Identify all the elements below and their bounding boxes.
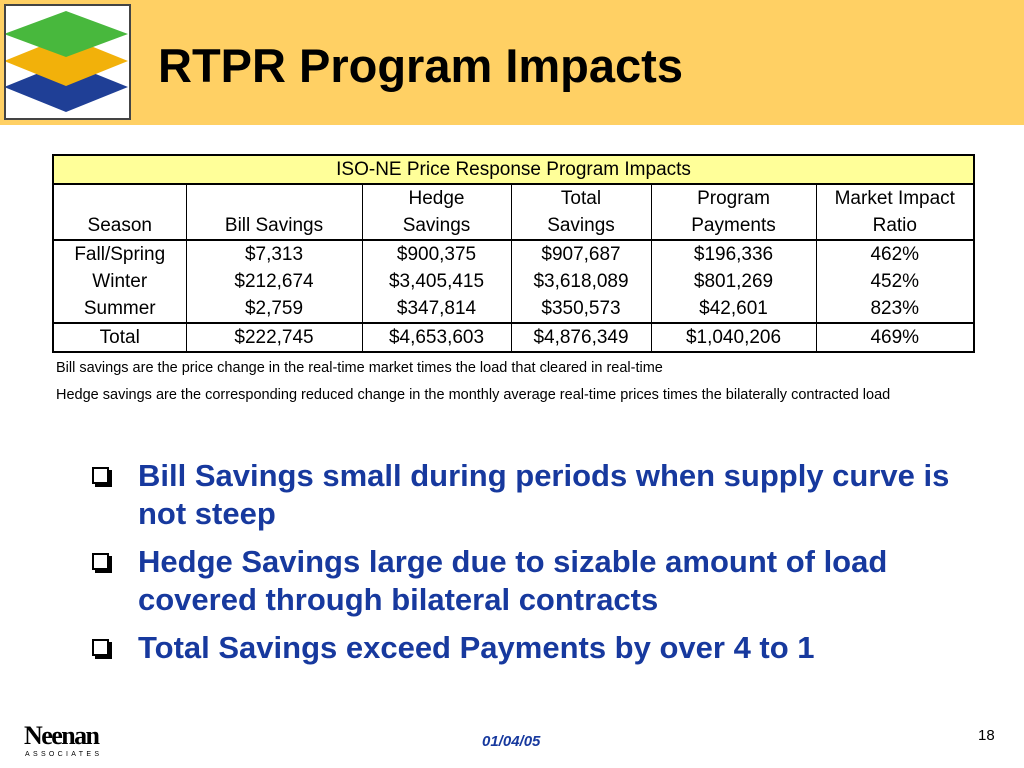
table-total-row: Total $222,745 $4,653,603 $4,876,349 $1,… bbox=[52, 322, 976, 353]
gold-layer bbox=[4, 36, 128, 86]
column-header: Bill Savings bbox=[185, 184, 363, 241]
impacts-table: ISO-NE Price Response Program Impacts Se… bbox=[51, 154, 976, 353]
table-cell: $196,336 bbox=[650, 240, 817, 268]
table-cell: $222,745 bbox=[185, 322, 363, 353]
table-cell: $3,618,089 bbox=[510, 268, 652, 295]
table-cell: 469% bbox=[815, 322, 976, 353]
header-line: Savings bbox=[402, 215, 471, 236]
green-layer bbox=[4, 11, 128, 57]
column-header: Season bbox=[52, 184, 187, 241]
logo-wordmark: Neenan bbox=[24, 721, 101, 750]
logo-subtext: ASSOCIATES bbox=[25, 751, 99, 758]
layered-diamonds-icon bbox=[4, 4, 131, 120]
table-cell: 823% bbox=[815, 295, 976, 323]
table-row: Winter $212,674 $3,405,415 $3,618,089 $8… bbox=[52, 268, 976, 295]
blue-layer bbox=[4, 62, 128, 112]
table-cell: 462% bbox=[815, 240, 976, 268]
table-cell: $350,573 bbox=[510, 295, 652, 323]
table-cell: Winter bbox=[52, 268, 187, 295]
header-line: Total bbox=[560, 188, 602, 209]
header-line: Ratio bbox=[872, 215, 917, 236]
table-cell: $907,687 bbox=[510, 240, 652, 268]
table-row: Fall/Spring $7,313 $900,375 $907,687 $19… bbox=[52, 240, 976, 268]
slide-title: RTPR Program Impacts bbox=[158, 39, 683, 92]
header-band bbox=[0, 0, 1024, 125]
table-caption-row: ISO-NE Price Response Program Impacts bbox=[51, 154, 976, 185]
bullet-item: Hedge Savings large due to sizable amoun… bbox=[88, 543, 988, 619]
table-cell: Total bbox=[52, 322, 187, 353]
bullet-text: Hedge Savings large due to sizable amoun… bbox=[138, 544, 888, 617]
bullet-text: Bill Savings small during periods when s… bbox=[138, 458, 950, 531]
bullet-item: Total Savings exceed Payments by over 4 … bbox=[88, 629, 988, 667]
layers-logo-graphic bbox=[4, 11, 128, 112]
table-cell: $2,759 bbox=[185, 295, 363, 323]
bullet-text: Total Savings exceed Payments by over 4 … bbox=[138, 630, 815, 665]
header-line bbox=[187, 185, 362, 212]
column-header: Program Payments bbox=[650, 184, 817, 241]
table-cell: Summer bbox=[52, 295, 187, 323]
column-header: Total Savings bbox=[510, 184, 652, 241]
table-cell: Fall/Spring bbox=[52, 240, 187, 268]
logo-wordmark-graphic: Neenan ASSOCIATES bbox=[24, 721, 101, 758]
table-cell: $4,653,603 bbox=[361, 322, 512, 353]
header-line bbox=[54, 185, 186, 212]
header-line: Payments bbox=[691, 215, 776, 236]
column-header: Hedge Savings bbox=[361, 184, 512, 241]
header-line: Program bbox=[697, 188, 770, 209]
table-cell: $347,814 bbox=[361, 295, 512, 323]
table-cell: 452% bbox=[815, 268, 976, 295]
bullet-list: Bill Savings small during periods when s… bbox=[88, 457, 988, 677]
header-line: Hedge bbox=[408, 188, 465, 209]
impacts-table-container: ISO-NE Price Response Program Impacts Se… bbox=[51, 154, 976, 353]
table-header-row: Season Bill Savings Hedge Savings Total Sa… bbox=[52, 184, 976, 241]
checkbox-bullet-icon bbox=[92, 553, 109, 570]
header-line: Bill Savings bbox=[224, 215, 324, 236]
table-cell: $3,405,415 bbox=[361, 268, 512, 295]
table-cell: $212,674 bbox=[185, 268, 363, 295]
header-line: Market Impact bbox=[834, 188, 955, 209]
bullet-item: Bill Savings small during periods when s… bbox=[88, 457, 988, 533]
table-row: Summer $2,759 $347,814 $350,573 $42,601 … bbox=[52, 295, 976, 323]
header-line: Savings bbox=[547, 215, 615, 236]
neenan-associates-logo: Neenan ASSOCIATES bbox=[22, 720, 104, 760]
footnote-bill-savings: Bill savings are the price change in the… bbox=[56, 360, 663, 376]
checkbox-bullet-icon bbox=[92, 639, 109, 656]
table-caption: ISO-NE Price Response Program Impacts bbox=[51, 154, 976, 185]
table-cell: $42,601 bbox=[650, 295, 817, 323]
header-line: Season bbox=[87, 215, 152, 236]
slide-date: 01/04/05 bbox=[482, 733, 541, 750]
table-cell: $900,375 bbox=[361, 240, 512, 268]
page-number: 18 bbox=[978, 727, 995, 744]
footnote-hedge-savings: Hedge savings are the corresponding redu… bbox=[56, 387, 891, 403]
table-cell: $4,876,349 bbox=[510, 322, 652, 353]
table-cell: $1,040,206 bbox=[650, 322, 817, 353]
checkbox-bullet-icon bbox=[92, 467, 109, 484]
table-cell: $801,269 bbox=[650, 268, 817, 295]
column-header: Market Impact Ratio bbox=[815, 184, 976, 241]
table-cell: $7,313 bbox=[185, 240, 363, 268]
